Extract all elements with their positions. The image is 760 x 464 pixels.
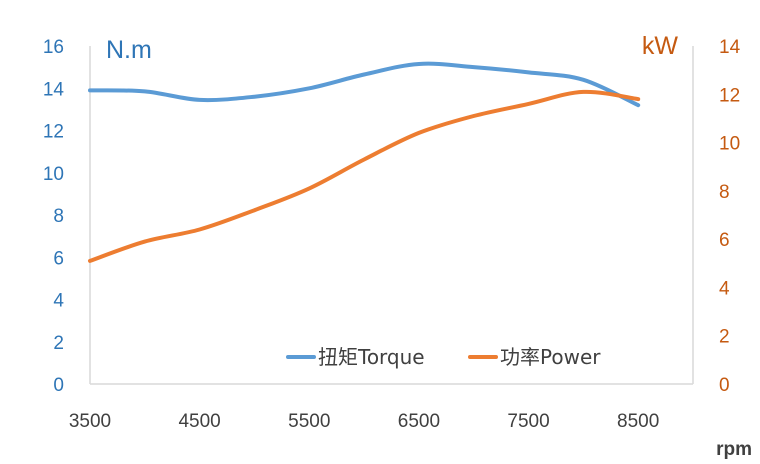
x-axis-unit-label: rpm (716, 439, 752, 460)
y-right-unit-label: kW (642, 32, 679, 60)
power-series-line (88, 89, 641, 263)
legend-label-power: 功率Power (500, 345, 601, 369)
y-left-tick-label: 6 (53, 248, 64, 269)
y-left-unit-label: N.m (106, 36, 152, 64)
y-left-tick-label: 12 (43, 122, 64, 143)
y-left-tick-label: 4 (53, 291, 64, 312)
y-right-tick-labels: 0 2 4 6 8 10 12 14 (719, 37, 741, 396)
x-tick-label: 7500 (507, 411, 549, 432)
y-left-tick-label: 0 (53, 375, 64, 396)
axes (89, 46, 694, 385)
y-right-tick-label: 14 (719, 37, 741, 58)
x-tick-label: 6500 (398, 411, 440, 432)
legend-item-torque: 扭矩Torque (286, 345, 425, 369)
x-tick-label: 4500 (178, 411, 220, 432)
legend-item-power: 功率Power (468, 345, 601, 369)
y-right-tick-label: 6 (719, 230, 730, 251)
y-left-tick-labels: 0 2 4 6 8 10 12 14 16 (43, 37, 65, 396)
y-left-tick-label: 8 (53, 206, 64, 227)
x-tick-label: 5500 (288, 411, 330, 432)
x-tick-labels: 3500 4500 5500 6500 7500 8500 (69, 411, 659, 432)
y-left-tick-label: 10 (43, 164, 64, 185)
y-right-tick-label: 0 (719, 375, 730, 396)
y-right-tick-label: 10 (719, 134, 740, 155)
y-right-tick-label: 2 (719, 327, 730, 348)
y-left-tick-label: 14 (43, 79, 65, 100)
legend: 扭矩Torque 功率Power (286, 345, 601, 369)
series-lines (88, 61, 641, 263)
torque-series-line (88, 61, 641, 108)
y-right-tick-label: 4 (719, 278, 730, 299)
x-tick-label: 3500 (69, 411, 111, 432)
y-right-tick-label: 8 (719, 182, 730, 203)
y-right-tick-label: 12 (719, 85, 740, 106)
x-tick-label: 8500 (617, 411, 659, 432)
legend-label-torque: 扭矩Torque (318, 345, 425, 369)
y-left-tick-label: 16 (43, 37, 64, 58)
y-left-tick-label: 2 (53, 333, 64, 354)
